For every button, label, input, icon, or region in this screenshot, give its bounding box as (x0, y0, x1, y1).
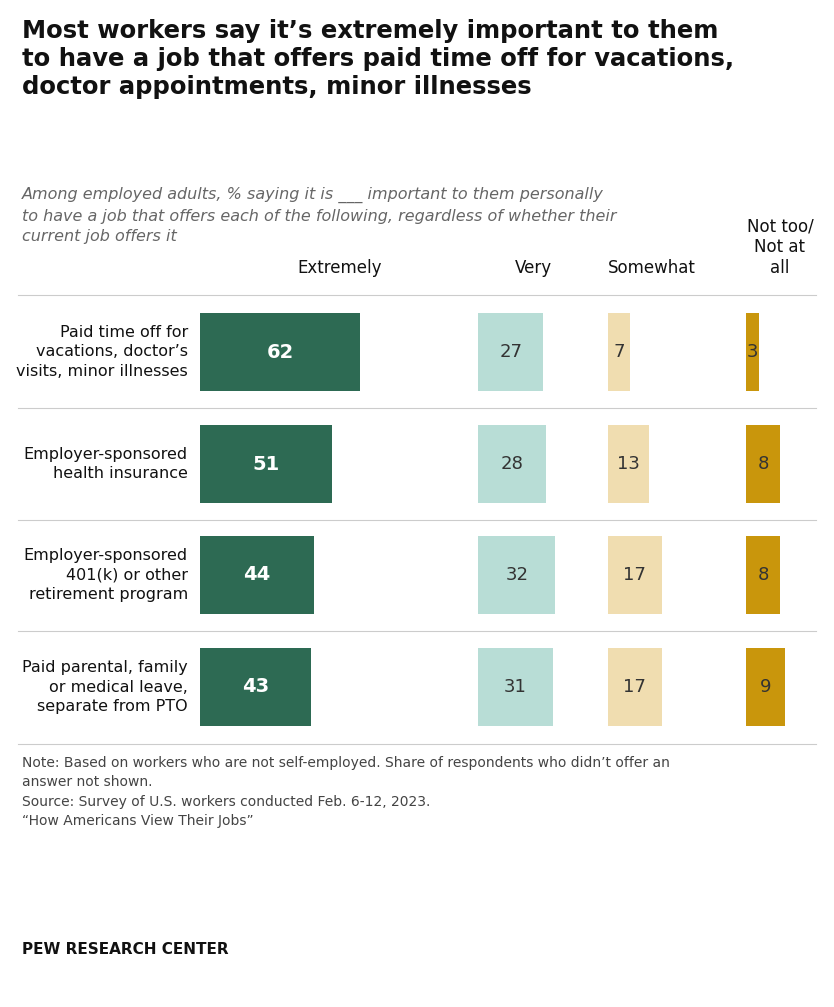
Bar (478, 648, 553, 726)
Text: 8: 8 (757, 455, 769, 473)
Text: PEW RESEARCH CENTER: PEW RESEARCH CENTER (22, 942, 229, 957)
Text: Paid time off for
vacations, doctor’s
visits, minor illnesses: Paid time off for vacations, doctor’s vi… (16, 325, 188, 379)
Text: 17: 17 (623, 678, 646, 696)
Text: Extremely: Extremely (298, 259, 382, 277)
Text: 7: 7 (613, 343, 625, 361)
Text: Among employed adults, % saying it is ___ important to them personally
to have a: Among employed adults, % saying it is __… (22, 187, 616, 244)
Text: 3: 3 (746, 343, 758, 361)
Text: Employer-sponsored
401(k) or other
retirement program: Employer-sponsored 401(k) or other retir… (24, 548, 188, 602)
Text: 44: 44 (244, 566, 270, 584)
Text: Not too/
Not at
all: Not too/ Not at all (746, 218, 813, 277)
Bar (200, 536, 314, 614)
Text: Somewhat: Somewhat (608, 259, 696, 277)
Bar (478, 425, 545, 504)
Bar (478, 313, 543, 391)
Bar (608, 648, 661, 726)
Text: 51: 51 (252, 454, 279, 473)
Bar (746, 313, 759, 391)
Bar (200, 648, 311, 726)
Text: Most workers say it’s extremely important to them
to have a job that offers paid: Most workers say it’s extremely importan… (22, 19, 734, 99)
Bar (746, 648, 785, 726)
Text: Paid parental, family
or medical leave,
separate from PTO: Paid parental, family or medical leave, … (23, 661, 188, 714)
Text: 8: 8 (757, 566, 769, 584)
Bar (746, 536, 781, 614)
Text: 27: 27 (500, 343, 522, 361)
Text: Very: Very (515, 259, 551, 277)
Text: 17: 17 (623, 566, 646, 584)
Text: 9: 9 (760, 678, 771, 696)
Bar (200, 313, 360, 391)
Text: 13: 13 (617, 455, 640, 473)
Text: 62: 62 (266, 342, 294, 362)
Text: 43: 43 (242, 678, 269, 697)
Text: Note: Based on workers who are not self-employed. Share of respondents who didn’: Note: Based on workers who are not self-… (22, 756, 670, 829)
Bar (608, 425, 649, 504)
Text: 28: 28 (500, 455, 523, 473)
Text: Employer-sponsored
health insurance: Employer-sponsored health insurance (24, 447, 188, 481)
Bar (608, 313, 630, 391)
Bar (200, 425, 332, 504)
Text: 31: 31 (504, 678, 527, 696)
Bar (608, 536, 661, 614)
Bar (478, 536, 555, 614)
Text: 32: 32 (505, 566, 528, 584)
Bar (746, 425, 781, 504)
